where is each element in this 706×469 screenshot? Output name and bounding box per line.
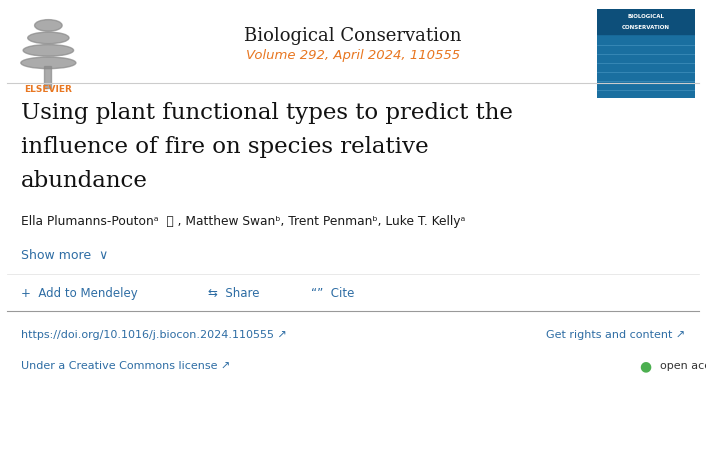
Ellipse shape <box>21 57 76 68</box>
Bar <box>597 9 695 34</box>
Text: influence of fire on species relative: influence of fire on species relative <box>21 136 429 158</box>
Text: ●: ● <box>639 359 651 373</box>
Text: CONSERVATION: CONSERVATION <box>622 25 670 30</box>
Text: Under a Creative Commons license ↗: Under a Creative Commons license ↗ <box>21 361 231 371</box>
Text: Using plant functional types to predict the: Using plant functional types to predict … <box>21 103 513 124</box>
Text: Biological Conservation: Biological Conservation <box>244 27 462 45</box>
Ellipse shape <box>35 20 62 31</box>
Text: Volume 292, April 2024, 110555: Volume 292, April 2024, 110555 <box>246 49 460 62</box>
Text: https://doi.org/10.1016/j.biocon.2024.110555 ↗: https://doi.org/10.1016/j.biocon.2024.11… <box>21 330 287 340</box>
Bar <box>44 66 51 88</box>
Text: abundance: abundance <box>21 170 148 192</box>
Text: Get rights and content ↗: Get rights and content ↗ <box>546 330 685 340</box>
Text: ELSEVIER: ELSEVIER <box>25 85 72 94</box>
Text: +  Add to Mendeley: + Add to Mendeley <box>21 287 138 300</box>
Text: “”  Cite: “” Cite <box>311 287 354 300</box>
Ellipse shape <box>23 45 73 56</box>
Text: BIOLOGICAL: BIOLOGICAL <box>628 14 664 19</box>
Text: ⇆  Share: ⇆ Share <box>208 287 260 300</box>
Text: Show more  ∨: Show more ∨ <box>21 249 109 262</box>
Text: Ella Plumanns-Poutonᵃ  ⚿ , Matthew Swanᵇ, Trent Penmanᵇ, Luke T. Kellyᵃ: Ella Plumanns-Poutonᵃ ⚿ , Matthew Swanᵇ,… <box>21 215 465 228</box>
Ellipse shape <box>28 32 69 44</box>
Text: open access: open access <box>660 361 706 371</box>
